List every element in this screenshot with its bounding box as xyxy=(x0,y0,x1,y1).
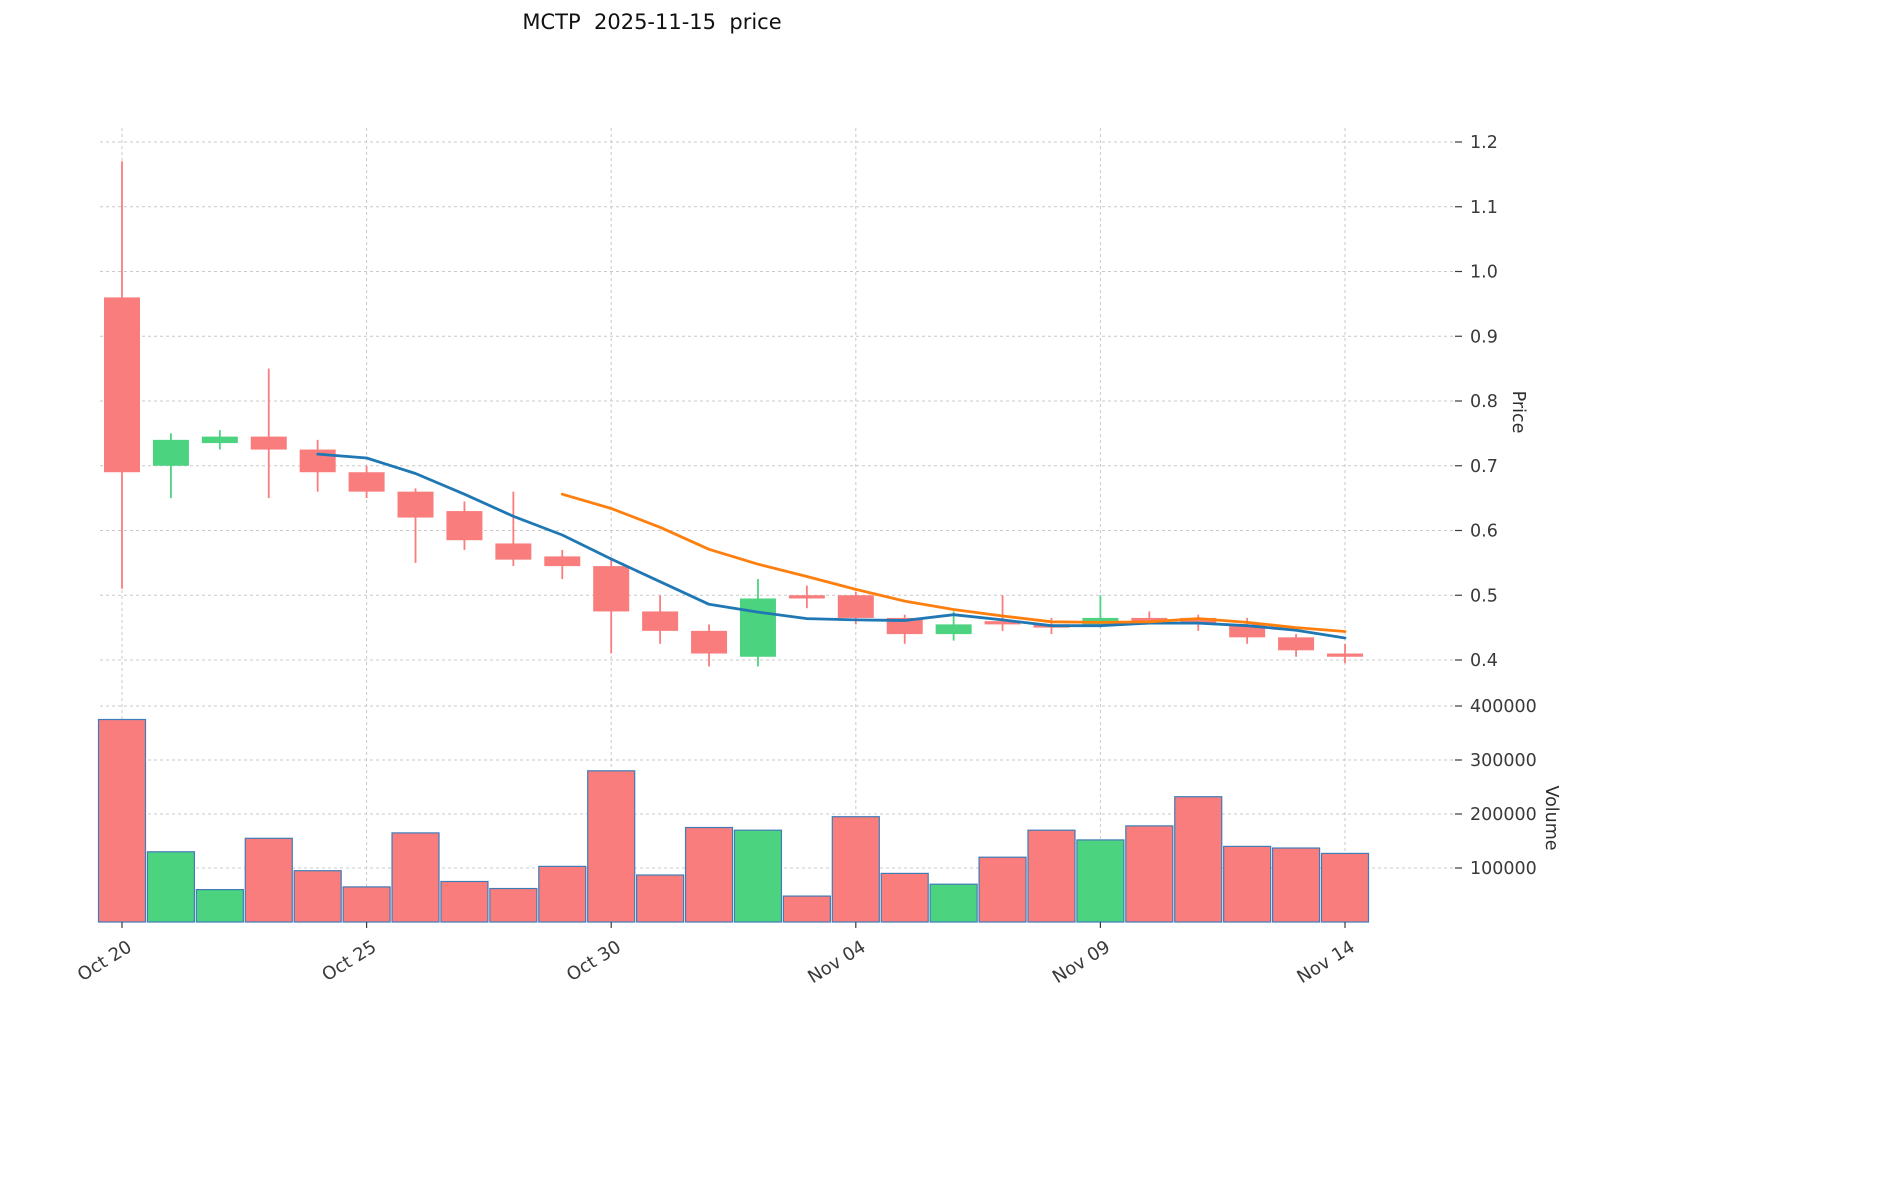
volume-bar xyxy=(978,856,1027,923)
date-tick-label: Oct 25 xyxy=(318,936,380,985)
volume-bar xyxy=(1320,852,1370,923)
candle-body xyxy=(739,598,776,657)
candle-body xyxy=(495,543,532,560)
candle-body xyxy=(593,566,630,612)
date-tick-label: Oct 20 xyxy=(74,936,136,985)
ma-slow-line xyxy=(560,492,1347,633)
volume-bar xyxy=(440,880,489,923)
volume-bar xyxy=(342,886,391,923)
price-tick-label: 1.1 xyxy=(1470,198,1498,218)
volume-bar xyxy=(538,865,587,923)
volume-bars xyxy=(97,718,1370,923)
price-axis-label: Price xyxy=(1508,391,1528,434)
volume-tick-label: 300000 xyxy=(1470,751,1537,771)
candle-body xyxy=(201,436,238,444)
candle-body xyxy=(642,611,679,631)
date-tick-label: Oct 30 xyxy=(563,936,625,985)
price-tick-label: 1.2 xyxy=(1470,133,1498,153)
candles xyxy=(104,161,1363,667)
volume-bar xyxy=(489,887,538,923)
candle-body xyxy=(984,621,1021,625)
candle-body xyxy=(397,491,434,518)
volume-bar xyxy=(684,826,734,923)
candle-body xyxy=(1278,637,1315,651)
volume-bar xyxy=(1271,847,1321,923)
volume-bar xyxy=(1076,839,1125,923)
date-tick-label: Nov 14 xyxy=(1293,936,1358,988)
volume-bar xyxy=(929,883,978,923)
volume-bar xyxy=(1125,825,1174,923)
candle-body xyxy=(1327,653,1363,657)
volume-bar xyxy=(293,870,342,923)
candle-body xyxy=(250,436,287,450)
volume-bar xyxy=(1223,845,1272,923)
price-tick-label: 0.7 xyxy=(1470,457,1498,477)
date-tick-label: Nov 04 xyxy=(804,936,869,988)
price-tick-label: 0.4 xyxy=(1470,651,1498,671)
chart-title: MCTP 2025-11-15 price xyxy=(522,10,781,34)
volume-bar xyxy=(244,837,293,923)
volume-tick-label: 400000 xyxy=(1470,697,1537,717)
candle-body xyxy=(152,439,189,466)
volume-bar xyxy=(880,872,929,923)
volume-bar xyxy=(636,874,685,923)
volume-tick-label: 100000 xyxy=(1470,859,1537,879)
volume-tick-label: 200000 xyxy=(1470,805,1537,825)
price-tick-label: 0.9 xyxy=(1470,327,1498,347)
volume-bar xyxy=(97,718,147,923)
price-tick-label: 0.8 xyxy=(1470,392,1498,412)
volume-bar xyxy=(587,770,636,923)
candle-body xyxy=(935,624,972,635)
gridlines xyxy=(100,128,1455,922)
volume-bar xyxy=(195,888,244,923)
candle-body xyxy=(691,630,728,654)
candle-body xyxy=(788,595,825,599)
candle-body xyxy=(446,511,483,541)
candle-body xyxy=(837,595,874,618)
candle-body xyxy=(1180,617,1217,625)
price-tick-label: 1.0 xyxy=(1470,263,1498,283)
volume-bar xyxy=(831,816,880,923)
price-tick-label: 0.6 xyxy=(1470,522,1498,542)
volume-bar xyxy=(733,829,783,923)
volume-bar xyxy=(146,851,196,923)
volume-bar xyxy=(1027,829,1076,923)
candle-body xyxy=(104,297,140,473)
candle-body xyxy=(348,472,385,492)
candle-body xyxy=(544,556,581,567)
candle-body xyxy=(886,617,923,635)
date-tick-label: Nov 09 xyxy=(1049,936,1114,988)
volume-bar xyxy=(782,895,831,923)
volume-axis-label: Volume xyxy=(1541,785,1561,850)
volume-bar xyxy=(391,832,440,923)
volume-bar xyxy=(1174,796,1223,923)
ma-fast-line xyxy=(316,452,1347,640)
moving-average-lines xyxy=(316,452,1347,640)
price-tick-label: 0.5 xyxy=(1470,586,1498,606)
candle-body xyxy=(1131,617,1168,622)
